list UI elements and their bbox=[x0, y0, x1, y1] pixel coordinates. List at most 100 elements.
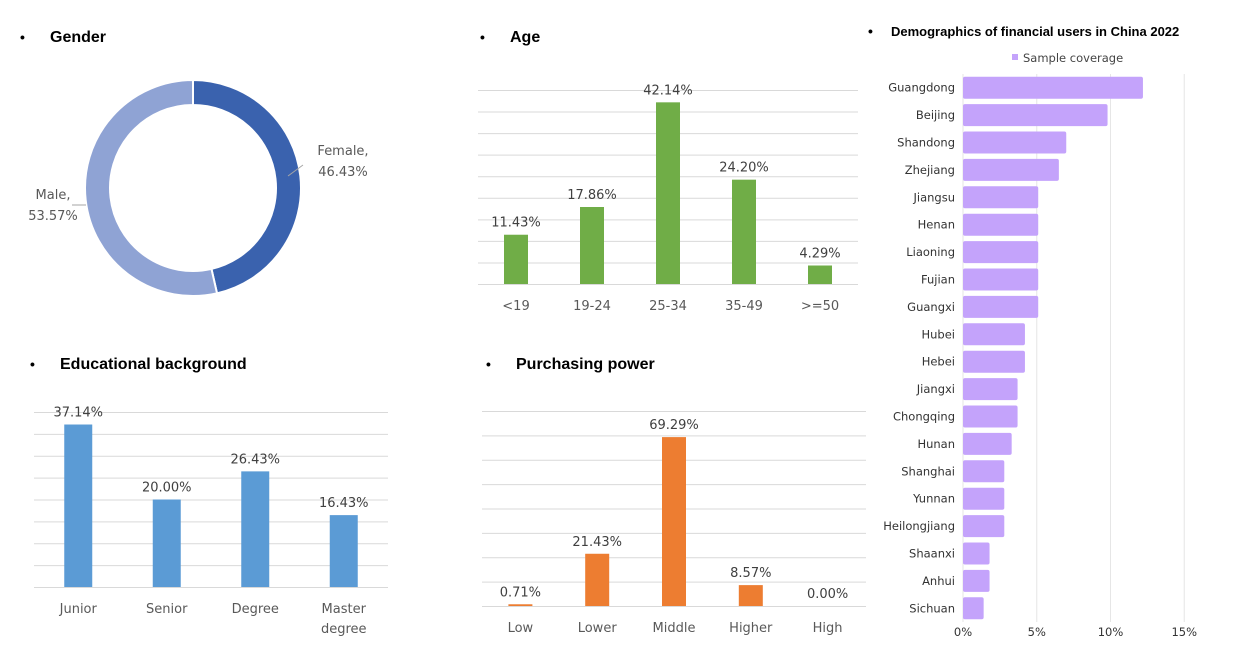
data-label: 0.71% bbox=[500, 585, 541, 600]
bar-Low bbox=[508, 604, 533, 606]
data-label: 4.29% bbox=[799, 247, 840, 262]
demographics-title: • Demographics of financial users in Chin… bbox=[868, 23, 1179, 39]
age-title-text: Age bbox=[510, 29, 541, 46]
bar-yunnan bbox=[963, 487, 1005, 510]
bar-shanghai bbox=[963, 460, 1005, 483]
category-label: Shanghai bbox=[901, 464, 955, 478]
bar-25-34 bbox=[656, 102, 680, 285]
leader-line bbox=[287, 164, 304, 177]
bar-liaoning bbox=[963, 241, 1039, 264]
category-label: Senior bbox=[146, 602, 188, 617]
data-label: 26.43% bbox=[230, 452, 280, 467]
bar-guangdong bbox=[963, 76, 1143, 99]
category-label: Zhejiang bbox=[905, 163, 955, 177]
bar-zhejiang bbox=[963, 158, 1059, 181]
category-label: 25-34 bbox=[649, 299, 687, 314]
legend-swatch bbox=[1012, 54, 1018, 60]
bar-jiangxi bbox=[963, 378, 1018, 401]
x-tick-label: 15% bbox=[1171, 625, 1197, 639]
data-label: 21.43% bbox=[572, 535, 622, 550]
donut-slice-male bbox=[84, 78, 219, 297]
category-label: Hubei bbox=[921, 327, 955, 341]
demographics-bar-chart: Sample coverage 0% 5% 10% 15% Guangdong Beijin… bbox=[883, 51, 1197, 639]
bar-<19 bbox=[504, 234, 528, 284]
category-label: Fujian bbox=[921, 273, 955, 287]
donut-slice-female bbox=[192, 78, 302, 295]
gender-donut-chart: Female, 46.43% Male, 53.57% bbox=[28, 78, 369, 297]
bar-fujian bbox=[963, 268, 1039, 291]
category-label: Hunan bbox=[917, 437, 955, 451]
category-label: Heilongjiang bbox=[883, 519, 955, 533]
data-label: 8.57% bbox=[730, 566, 771, 581]
age-title: • Age bbox=[480, 29, 540, 47]
bar-Lower bbox=[585, 553, 610, 606]
gender-title-text: Gender bbox=[50, 29, 107, 46]
bar-guangxi bbox=[963, 295, 1039, 318]
bar-shandong bbox=[963, 131, 1067, 154]
purchasing-title: • Purchasing power bbox=[486, 356, 655, 374]
bullet: • bbox=[30, 356, 35, 372]
demographics-title-text: Demographics of financial users in China… bbox=[891, 24, 1180, 39]
x-tick-label: 5% bbox=[1028, 625, 1046, 639]
category-label: Hebei bbox=[922, 355, 955, 369]
bar-Senior bbox=[152, 499, 181, 587]
bar-beijing bbox=[963, 104, 1108, 127]
data-label: 20.00% bbox=[142, 481, 192, 496]
x-tick-label: 0% bbox=[954, 625, 972, 639]
bar-shaanxi bbox=[963, 542, 990, 565]
category-label: Guangdong bbox=[888, 81, 955, 95]
bar-35-49 bbox=[732, 179, 756, 284]
category-label: Shaanxi bbox=[909, 547, 955, 561]
bar-heilongjiang bbox=[963, 515, 1005, 538]
category-label: Guangxi bbox=[907, 300, 955, 314]
category-label: <19 bbox=[502, 299, 529, 314]
x-tick-label: 10% bbox=[1098, 625, 1124, 639]
bar-anhui bbox=[963, 569, 990, 592]
category-label: Liaoning bbox=[906, 245, 955, 259]
purchasing-bar-chart: 0.71% Low 21.43% Lower 69.29% Middle 8.57% High… bbox=[482, 411, 866, 636]
gender-title: • Gender bbox=[20, 29, 106, 47]
category-label: Henan bbox=[918, 218, 955, 232]
bar-chongqing bbox=[963, 405, 1018, 428]
data-label: 11.43% bbox=[491, 216, 541, 231]
category-label: Junior bbox=[59, 602, 98, 617]
category-label: Sichuan bbox=[909, 601, 955, 615]
category-label: >=50 bbox=[801, 299, 839, 314]
bar-Junior bbox=[64, 424, 93, 587]
donut-label-value: 53.57% bbox=[28, 209, 78, 224]
data-label: 17.86% bbox=[567, 188, 617, 203]
category-label: degree bbox=[321, 622, 367, 637]
data-label: 37.14% bbox=[53, 406, 103, 421]
bullet: • bbox=[20, 29, 25, 45]
category-label: Middle bbox=[653, 621, 696, 636]
donut-label-name: Male, bbox=[36, 188, 71, 203]
data-label: 42.14% bbox=[643, 83, 693, 98]
bullet: • bbox=[486, 356, 491, 372]
legend-label: Sample coverage bbox=[1023, 51, 1123, 65]
category-label: Jiangsu bbox=[912, 190, 955, 204]
data-label: 24.20% bbox=[719, 161, 769, 176]
category-label: Anhui bbox=[922, 574, 955, 588]
category-label: Lower bbox=[578, 621, 618, 636]
donut-label-name: Female, bbox=[317, 144, 368, 159]
age-bar-chart: 11.43% <19 17.86% 19-24 42.14% 25-34 24.20% 35-… bbox=[478, 83, 858, 314]
bullet: • bbox=[480, 29, 485, 45]
bar-Master degree bbox=[329, 515, 358, 587]
bar-sichuan bbox=[963, 597, 984, 620]
category-label: Chongqing bbox=[893, 410, 955, 424]
category-label: Beijing bbox=[916, 108, 955, 122]
category-label: High bbox=[813, 621, 843, 636]
donut-label-value: 46.43% bbox=[318, 165, 368, 180]
bar-Middle bbox=[662, 437, 686, 606]
bar-hunan bbox=[963, 432, 1012, 455]
purchasing-title-text: Purchasing power bbox=[516, 356, 655, 373]
data-label: 16.43% bbox=[319, 496, 369, 511]
category-label: 19-24 bbox=[573, 299, 611, 314]
category-label: Jiangxi bbox=[916, 382, 955, 396]
bar-hubei bbox=[963, 323, 1025, 346]
bar->=50 bbox=[808, 265, 832, 284]
bar-19-24 bbox=[580, 207, 604, 284]
bullet: • bbox=[868, 23, 873, 39]
category-label: 35-49 bbox=[725, 299, 763, 314]
